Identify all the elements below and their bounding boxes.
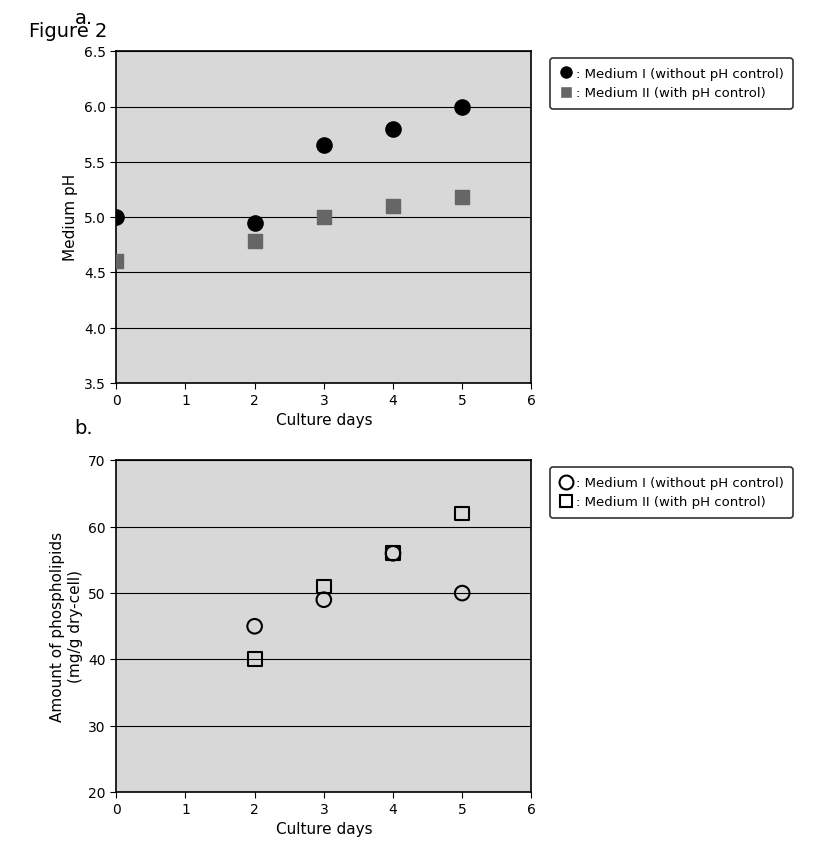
Point — [248, 235, 261, 249]
X-axis label: Culture days: Culture days — [276, 822, 372, 837]
Point — [386, 200, 399, 214]
Y-axis label: Medium pH: Medium pH — [63, 174, 78, 261]
Point — [386, 122, 399, 136]
Point — [248, 653, 261, 666]
Point — [456, 190, 469, 204]
Point — [248, 216, 261, 230]
Text: b.: b. — [75, 418, 93, 437]
Point — [456, 586, 469, 600]
Point — [248, 620, 261, 634]
Point — [456, 100, 469, 114]
Point — [456, 507, 469, 521]
Point — [386, 547, 399, 561]
Point — [317, 210, 330, 224]
Point — [317, 579, 330, 593]
Y-axis label: Amount of phospholipids
(mg/g dry-cell): Amount of phospholipids (mg/g dry-cell) — [51, 531, 83, 722]
X-axis label: Culture days: Culture days — [276, 413, 372, 428]
Point — [110, 210, 123, 224]
Text: Figure 2: Figure 2 — [29, 22, 107, 40]
Point — [317, 139, 330, 152]
Legend: : Medium I (without pH control), : Medium II (with pH control): : Medium I (without pH control), : Mediu… — [550, 468, 793, 518]
Point — [386, 547, 399, 561]
Text: a.: a. — [75, 9, 93, 28]
Point — [317, 593, 330, 607]
Point — [110, 255, 123, 269]
Legend: : Medium I (without pH control), : Medium II (with pH control): : Medium I (without pH control), : Mediu… — [550, 59, 793, 109]
